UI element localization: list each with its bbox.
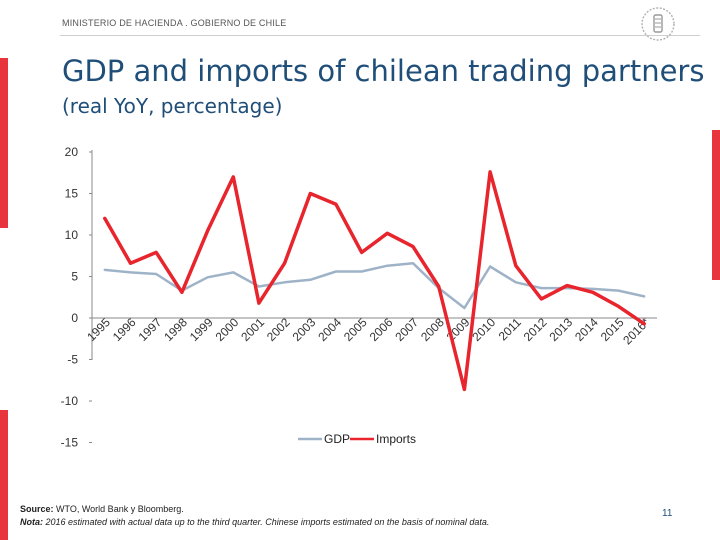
y-tick-label: 10 [65,228,79,242]
note-line: Nota: 2016 estimated with actual data up… [20,516,489,529]
x-tick-label: 2006 [367,315,396,344]
x-tick-label: 2012 [521,315,550,344]
series-layer [103,170,646,392]
x-tick-label: 2014 [572,315,601,344]
x-axis-ticks: 1995199619971998199920002001200220032004… [84,315,652,347]
y-tick-label: -5 [67,353,78,367]
legend-label-imports: Imports [376,432,416,446]
left-accent-bar [0,58,8,228]
ministry-logo [641,7,675,41]
source-label: Source: [20,504,54,514]
y-tick-label: 20 [65,145,79,159]
x-tick-label: 2001 [238,315,267,344]
x-tick-label: 1999 [187,315,216,344]
x-tick-label: 1995 [84,315,113,344]
x-tick-label: 1998 [161,315,190,344]
x-tick-label: 2003 [290,315,319,344]
y-tick-label: -10 [61,394,79,408]
right-accent-bar [712,130,720,280]
header-divider [60,35,700,36]
series-line-imports [103,170,646,392]
y-tick-label: 5 [71,270,78,284]
note-text: 2016 estimated with actual data up to th… [43,517,490,527]
x-tick-label: 2007 [392,315,421,344]
source-note: Source: WTO, World Bank y Bloomberg. Not… [20,503,489,529]
x-tick-label: 1996 [110,315,139,344]
x-tick-label: 2002 [264,315,293,344]
note-label: Nota: [20,517,43,527]
x-tick-label: 2005 [341,315,370,344]
legend-label-gdp: GDP [324,432,350,446]
x-tick-label: 2013 [546,315,575,344]
left-accent-bar-bottom [0,410,8,540]
x-tick-label: 2000 [213,315,242,344]
y-tick-label: 0 [71,311,78,325]
header-org: MINISTERIO DE HACIENDA . GOBIERNO DE CHI… [62,18,287,28]
y-tick-label: -15 [61,436,79,450]
y-tick-label: 15 [65,187,79,201]
slide-title: GDP and imports of chilean trading partn… [62,54,705,88]
y-axis-ticks: 20 15 10 5 0 -5 -10 -15 [61,145,92,450]
x-tick-label: 1997 [136,315,165,344]
series-line-gdp [103,261,646,310]
slide-subtitle: (real YoY, percentage) [62,94,283,118]
page-number: 11 [662,508,673,519]
x-tick-label: 2011 [496,315,524,343]
legend: GDP Imports [298,432,416,446]
x-tick-label: 2004 [315,315,344,344]
x-tick-label: 2008 [418,315,447,344]
source-line: Source: WTO, World Bank y Bloomberg. [20,503,489,516]
source-text: WTO, World Bank y Bloomberg. [53,504,184,514]
